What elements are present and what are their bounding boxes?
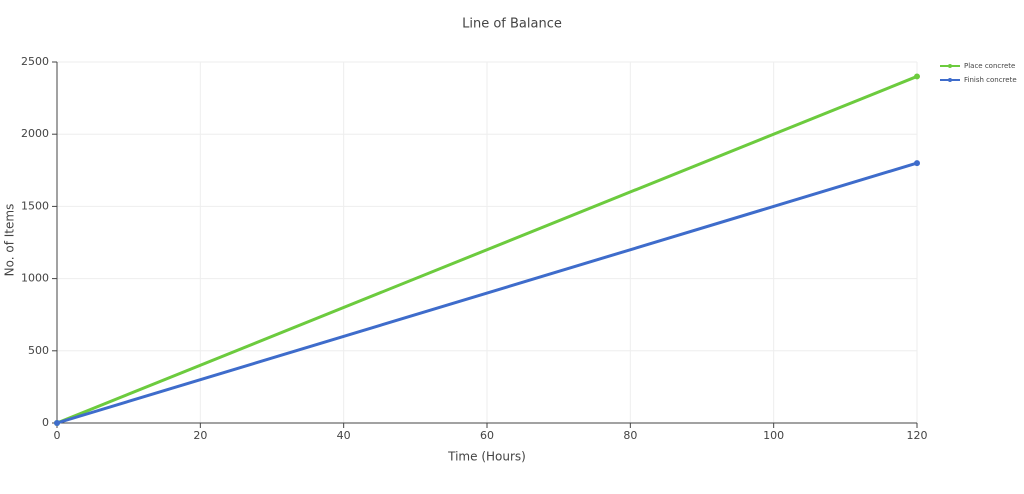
series-line <box>56 161 918 425</box>
legend-label: Finish concrete <box>964 76 1017 84</box>
point <box>914 73 920 80</box>
x-tick-label: 60 <box>480 429 494 442</box>
legend-marker <box>948 64 952 68</box>
point <box>54 420 60 426</box>
legend-label: Place concrete <box>964 62 1015 70</box>
y-axis-label: No. of Items <box>3 204 17 277</box>
x-tick-label: 40 <box>337 429 351 442</box>
x-tick-label: 20 <box>193 429 207 442</box>
x-tick-label: 80 <box>623 429 637 442</box>
y-tick-label: 1000 <box>21 272 49 285</box>
y-tick-label: 1500 <box>21 199 49 212</box>
x-tick-label: 120 <box>907 429 928 442</box>
y-tick-label: 2000 <box>21 127 49 140</box>
x-axis-label: Time (Hours) <box>447 450 526 464</box>
series-line <box>56 75 918 425</box>
y-tick-label: 500 <box>28 344 49 357</box>
y-tick-label: 0 <box>42 416 49 429</box>
legend-marker <box>948 78 952 82</box>
x-tick-label: 0 <box>54 429 61 442</box>
chart-title: Line of Balance <box>462 17 562 32</box>
point <box>914 160 920 167</box>
y-tick-label: 2500 <box>21 55 49 68</box>
x-tick-label: 100 <box>763 429 784 442</box>
